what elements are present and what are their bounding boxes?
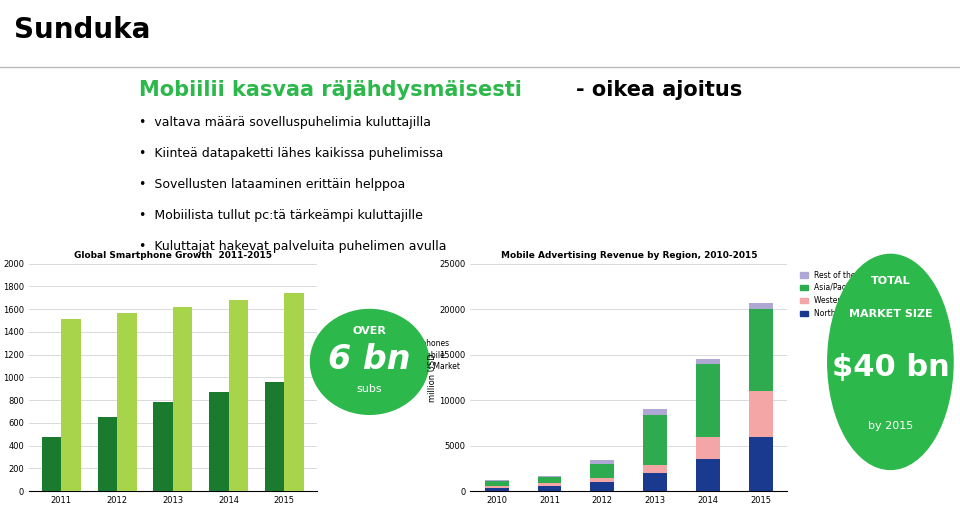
Bar bbox=[538, 476, 562, 477]
Bar bbox=[284, 293, 303, 491]
Bar bbox=[538, 483, 562, 485]
Text: - oikea ajoitus: - oikea ajoitus bbox=[576, 80, 742, 100]
Text: 6 bn: 6 bn bbox=[328, 343, 411, 376]
Bar bbox=[643, 409, 667, 415]
Bar bbox=[209, 392, 228, 491]
Bar bbox=[98, 417, 117, 491]
Bar bbox=[749, 303, 773, 309]
Bar bbox=[643, 415, 667, 465]
Ellipse shape bbox=[310, 310, 429, 414]
Ellipse shape bbox=[828, 254, 953, 469]
Bar bbox=[749, 309, 773, 391]
Bar bbox=[117, 313, 136, 491]
Bar bbox=[696, 364, 720, 436]
Text: •  valtava määrä sovelluspuhelimia kuluttajilla: • valtava määrä sovelluspuhelimia kulutt… bbox=[139, 116, 431, 129]
Text: •  Kuluttajat hakevat palveluita puhelimen avulla: • Kuluttajat hakevat palveluita puhelime… bbox=[139, 240, 446, 253]
Bar bbox=[749, 436, 773, 491]
Bar bbox=[538, 485, 562, 491]
Bar bbox=[173, 307, 192, 491]
Bar bbox=[590, 460, 614, 464]
Text: •  Kiinteä datapaketti lähes kaikissa puhelimissa: • Kiinteä datapaketti lähes kaikissa puh… bbox=[139, 147, 444, 160]
Bar bbox=[485, 481, 509, 485]
Bar bbox=[643, 465, 667, 473]
Bar bbox=[42, 436, 61, 491]
Text: TOTAL: TOTAL bbox=[871, 276, 910, 286]
Bar bbox=[696, 436, 720, 459]
Text: $40 bn: $40 bn bbox=[831, 353, 949, 382]
Bar bbox=[643, 473, 667, 491]
Text: •  Sovellusten lataaminen erittäin helppoa: • Sovellusten lataaminen erittäin helppo… bbox=[139, 178, 405, 191]
Bar bbox=[696, 459, 720, 491]
Text: by 2015: by 2015 bbox=[868, 421, 913, 431]
Bar bbox=[590, 482, 614, 491]
Bar bbox=[154, 402, 173, 491]
Text: MARKET SIZE: MARKET SIZE bbox=[849, 309, 932, 318]
Bar bbox=[485, 488, 509, 491]
Text: •  Mobiilista tullut pc:tä tärkeämpi kuluttajille: • Mobiilista tullut pc:tä tärkeämpi kulu… bbox=[139, 209, 423, 222]
Legend: Smartphones, Total Mobile
Handset Market: Smartphones, Total Mobile Handset Market bbox=[382, 336, 463, 374]
Bar bbox=[265, 382, 284, 491]
Text: Sunduka: Sunduka bbox=[14, 16, 151, 43]
Bar bbox=[61, 320, 81, 491]
Bar bbox=[590, 478, 614, 482]
Bar bbox=[538, 477, 562, 483]
Text: subs: subs bbox=[357, 384, 382, 394]
Bar bbox=[228, 300, 248, 491]
Title: Global Smartphone Growth  2011-2015: Global Smartphone Growth 2011-2015 bbox=[74, 251, 272, 260]
Bar bbox=[485, 485, 509, 488]
Text: Mobiilii kasvaa räjähdysmäisesti: Mobiilii kasvaa räjähdysmäisesti bbox=[139, 80, 522, 100]
Text: OVER: OVER bbox=[352, 326, 387, 336]
Title: Mobile Advertising Revenue by Region, 2010-2015: Mobile Advertising Revenue by Region, 20… bbox=[500, 251, 757, 260]
Bar bbox=[696, 359, 720, 364]
Bar bbox=[590, 464, 614, 478]
Legend: Rest of the World, Asia/Pacific and Japan, Western Europe, North America: Rest of the World, Asia/Pacific and Japa… bbox=[798, 267, 901, 321]
Bar bbox=[749, 391, 773, 436]
Bar bbox=[485, 480, 509, 481]
Y-axis label: million USD: million USD bbox=[427, 353, 437, 402]
